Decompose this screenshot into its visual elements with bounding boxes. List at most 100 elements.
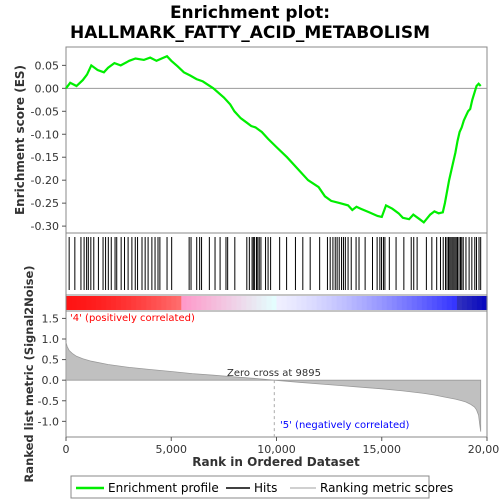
ranked-y-tick-label: 1.0 xyxy=(42,333,60,346)
colorbar-segment xyxy=(476,296,483,310)
colorbar-segment xyxy=(176,296,182,310)
colorbar-segment xyxy=(236,296,243,310)
negative-correlation-label: '5' (negatively correlated) xyxy=(280,420,409,431)
legend-enrichment-label: Enrichment profile xyxy=(108,481,219,495)
es-y-tick-label: -0.05 xyxy=(31,105,59,118)
colorbar-segment xyxy=(231,296,238,310)
ranked-y-tick-label: -1.0 xyxy=(38,415,59,428)
colorbar-segment xyxy=(471,296,478,310)
colorbar-segment xyxy=(456,296,463,310)
colorbar-segment xyxy=(256,296,263,310)
colorbar-segment xyxy=(211,296,217,310)
colorbar-segment xyxy=(156,296,162,310)
colorbar-segment xyxy=(106,296,112,310)
colorbar-segment xyxy=(281,296,288,310)
colorbar-segment xyxy=(441,296,448,310)
colorbar-segment xyxy=(346,296,353,310)
colorbar-segment xyxy=(246,296,253,310)
x-tick-label: 0 xyxy=(63,443,70,456)
colorbar-segment xyxy=(286,296,293,310)
colorbar-segment xyxy=(271,296,278,310)
colorbar-segment xyxy=(171,296,177,310)
legend-hits-label: Hits xyxy=(254,481,277,495)
colorbar-segment xyxy=(466,296,473,310)
colorbar-segment xyxy=(96,296,102,310)
colorbar-segment xyxy=(266,296,273,310)
colorbar-segment xyxy=(406,296,413,310)
colorbar-segment xyxy=(186,296,192,310)
colorbar-segment xyxy=(191,296,197,310)
x-tick-label: 20,000 xyxy=(468,443,500,456)
colorbar-segment xyxy=(131,296,137,310)
colorbar-segment xyxy=(81,296,87,310)
colorbar-segment xyxy=(136,296,142,310)
es-y-tick-label: -0.15 xyxy=(31,151,59,164)
zero-cross-label: Zero cross at 9895 xyxy=(227,368,321,379)
colorbar-segment xyxy=(461,296,468,310)
colorbar-segment xyxy=(181,296,187,310)
x-tick-label: 5,000 xyxy=(156,443,188,456)
colorbar-segment xyxy=(481,296,488,310)
colorbar-segment xyxy=(166,296,172,310)
ranking-metric-area xyxy=(65,342,482,432)
es-y-axis-title: Enrichment score (ES) xyxy=(13,65,27,215)
colorbar-segment xyxy=(226,296,232,310)
chart-title-line2: HALLMARK_FATTY_ACID_METABOLISM xyxy=(70,23,430,43)
colorbar-segment xyxy=(196,296,202,310)
colorbar-segment xyxy=(151,296,157,310)
colorbar-segment xyxy=(426,296,433,310)
colorbar-segment xyxy=(446,296,453,310)
colorbar-segment xyxy=(86,296,92,310)
x-axis-title: Rank in Ordered Dataset xyxy=(192,455,360,469)
colorbar-segment xyxy=(311,296,318,310)
colorbar-segment xyxy=(301,296,308,310)
colorbar-segment xyxy=(146,296,152,310)
colorbar-segment xyxy=(401,296,408,310)
colorbar-segment xyxy=(71,296,77,310)
es-y-tick-label: -0.30 xyxy=(31,220,59,233)
colorbar-segment xyxy=(416,296,423,310)
colorbar-segment xyxy=(436,296,443,310)
colorbar-segment xyxy=(336,296,343,310)
ranked-y-tick-label: 0.5 xyxy=(42,354,60,367)
positive-correlation-label: '4' (positively correlated) xyxy=(70,313,195,324)
colorbar-segment xyxy=(361,296,368,310)
colorbar-segment xyxy=(341,296,348,310)
colorbar-segment xyxy=(276,296,283,310)
colorbar-segment xyxy=(116,296,122,310)
es-y-tick-label: 0.05 xyxy=(35,59,60,72)
colorbar-segment xyxy=(221,296,227,310)
colorbar-segment xyxy=(261,296,268,310)
colorbar-segment xyxy=(291,296,298,310)
ranked-y-axis-title: Ranked list metric (Signal2Noise) xyxy=(22,265,36,482)
es-y-tick-label: -0.20 xyxy=(31,174,59,187)
colorbar-segment xyxy=(216,296,222,310)
colorbar-segment xyxy=(421,296,428,310)
chart-title-line1: Enrichment plot: xyxy=(170,3,330,23)
colorbar-segment xyxy=(366,296,373,310)
colorbar-segment xyxy=(356,296,363,310)
colorbar-segment xyxy=(411,296,418,310)
x-tick-label: 10,000 xyxy=(257,443,296,456)
colorbar-segment xyxy=(376,296,383,310)
es-y-tick-label: 0.00 xyxy=(35,82,60,95)
colorbar-segment xyxy=(396,296,403,310)
colorbar-segment xyxy=(316,296,323,310)
es-panel-frame xyxy=(65,46,488,234)
ranked-y-tick-label: -0.5 xyxy=(38,395,59,408)
colorbar-segment xyxy=(451,296,458,310)
colorbar-segment xyxy=(296,296,303,310)
colorbar-segment xyxy=(321,296,328,310)
legend-box xyxy=(70,475,430,499)
colorbar-segment xyxy=(306,296,313,310)
colorbar-segment xyxy=(386,296,393,310)
colorbar-segment xyxy=(161,296,167,310)
ranked-y-tick-label: 0.0 xyxy=(42,374,60,387)
colorbar-segment xyxy=(141,296,147,310)
colorbar-segment xyxy=(391,296,398,310)
colorbar-segment xyxy=(251,296,258,310)
colorbar-segment xyxy=(66,296,72,310)
colorbar-segment xyxy=(331,296,338,310)
colorbar-segment xyxy=(91,296,97,310)
enrichment-profile-line xyxy=(65,54,482,224)
